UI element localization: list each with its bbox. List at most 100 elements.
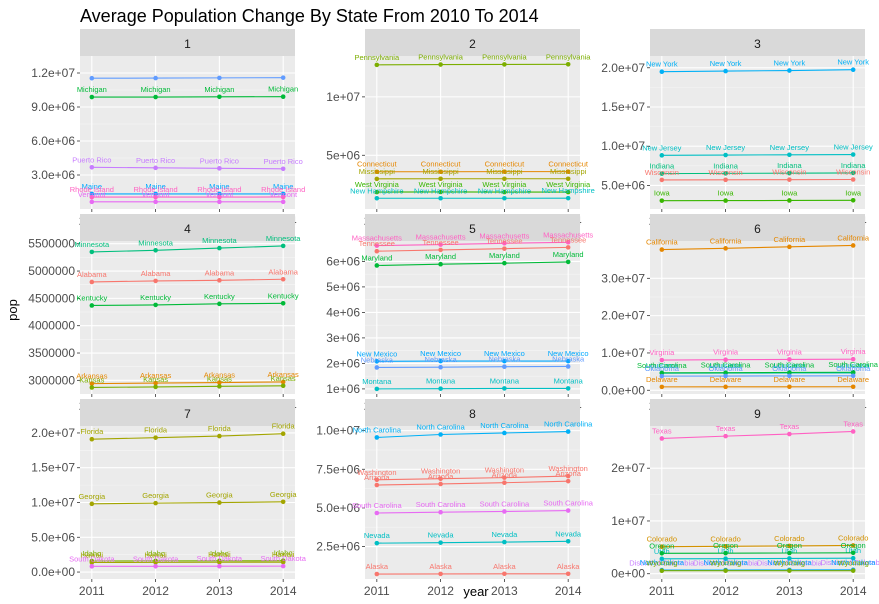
data-label: Nebraska [488, 355, 521, 364]
data-label: Tennessee [422, 238, 458, 247]
data-label: Puerto Rico [200, 156, 239, 165]
data-point [374, 248, 380, 254]
plot-background [80, 56, 295, 209]
data-label: Alabama [141, 269, 171, 278]
data-point [850, 555, 856, 561]
data-point [723, 556, 728, 561]
data-point [438, 358, 443, 364]
data-label: Maryland [489, 251, 520, 260]
y-tick-label: 5e+06 [326, 280, 360, 294]
data-point [153, 563, 158, 569]
data-label: New Hampshire [350, 186, 403, 195]
data-label: Virginia [649, 348, 675, 357]
data-point [787, 170, 792, 176]
data-label: Puerto Rico [264, 157, 303, 166]
data-label: Montana [490, 376, 520, 385]
data-label: Oregon [649, 541, 674, 550]
y-tick-label: 1.0e+07 [316, 424, 360, 438]
data-label: Minnesota [138, 238, 173, 247]
data-point [787, 68, 792, 73]
y-tick-label: 2e+07 [611, 461, 645, 475]
data-label: Washington [357, 468, 396, 477]
data-point [565, 364, 571, 369]
data-label: Nevada [555, 529, 582, 538]
data-point [374, 263, 380, 268]
series-puerto-rico: Puerto Rico Puerto Rico Puerto Rico Puerto … [72, 155, 303, 172]
data-point [787, 370, 792, 375]
data-point [217, 301, 222, 307]
data-label: Tennessee [550, 235, 586, 244]
data-label: Florida [208, 424, 232, 433]
x-tick-label: 2014 [840, 584, 867, 598]
data-label: South Dakota [133, 554, 179, 563]
data-label: West Virginia [546, 180, 591, 189]
data-point [565, 176, 571, 182]
data-point [217, 166, 222, 171]
data-point [153, 500, 158, 506]
data-label: New Mexico [484, 349, 525, 358]
data-point [374, 195, 380, 201]
series-line [661, 557, 854, 560]
data-label: Minnesota [75, 240, 110, 249]
data-label: Alaska [429, 562, 452, 571]
data-point [850, 197, 856, 203]
data-point [723, 357, 728, 363]
series-california: California California California California [646, 233, 870, 252]
y-tick-label: 9.0e+06 [31, 100, 75, 114]
data-point [659, 153, 665, 158]
data-label: Arizona [428, 472, 454, 481]
data-point [217, 278, 222, 283]
data-point [217, 500, 222, 505]
data-point [565, 429, 571, 434]
series-line [91, 245, 284, 253]
data-label: California [646, 238, 679, 247]
y-tick-label: 3.0e+06 [31, 168, 75, 182]
data-label: Oklahoma [645, 364, 680, 373]
data-label: Alaska [557, 562, 580, 571]
data-label: South Carolina [637, 361, 687, 370]
plot-background [365, 426, 580, 579]
data-label: Minnesota [202, 236, 237, 245]
data-point [659, 247, 665, 252]
data-label: Arkansas [76, 372, 108, 381]
data-point [153, 380, 158, 386]
data-point [89, 501, 95, 507]
y-axis-title: pop [5, 299, 20, 321]
data-label: District of Columbia [757, 558, 823, 567]
data-label: Massachusetts [479, 231, 529, 240]
plot-background [650, 56, 865, 209]
y-tick-label: 1.2e+07 [31, 66, 75, 80]
data-label: New Jersey [706, 143, 745, 152]
data-label: Louisiana [710, 361, 743, 370]
series-unnamed [89, 75, 286, 81]
data-label: Oregon [713, 541, 738, 550]
data-label: Colorado [774, 534, 804, 543]
data-point [153, 384, 158, 390]
plot-background [365, 241, 580, 394]
data-label: New York [837, 58, 869, 67]
plot-background [650, 241, 865, 394]
data-label: Kansas [143, 375, 168, 384]
data-point [659, 384, 665, 390]
data-label: South Carolina [701, 361, 751, 370]
data-label: Tennessee [359, 239, 395, 248]
data-label: Washington [421, 467, 460, 476]
data-label: New Hampshire [541, 186, 594, 195]
series-washington: Washington Washington Washington Washington [357, 464, 588, 483]
data-label: Arkansas [268, 370, 300, 379]
data-point [153, 194, 158, 200]
data-point [787, 556, 792, 561]
data-point [787, 543, 792, 549]
data-point [502, 539, 507, 545]
series-line [91, 501, 284, 505]
data-label: Connecticut [485, 160, 526, 169]
data-label: Wisconsin [709, 168, 743, 177]
data-point [89, 303, 95, 308]
series-line [661, 69, 854, 73]
data-point [502, 430, 507, 436]
data-point [374, 176, 380, 182]
data-point [502, 62, 507, 67]
data-point [502, 571, 507, 577]
data-label: North Carolina [480, 421, 529, 430]
data-label: New York [774, 59, 806, 68]
